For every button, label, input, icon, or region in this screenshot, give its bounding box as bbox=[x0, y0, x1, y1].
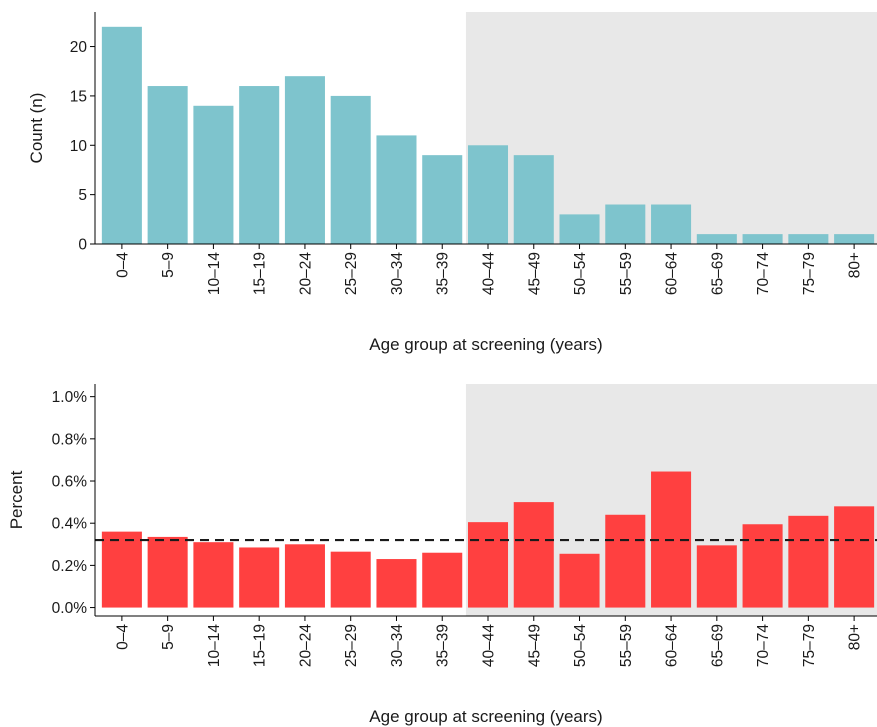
x-tick-label: 75–79 bbox=[801, 252, 818, 295]
bar-40-44 bbox=[467, 145, 509, 244]
x-tick-label: 45–49 bbox=[526, 624, 543, 667]
bar-0-4 bbox=[101, 26, 142, 245]
bar-5-9 bbox=[147, 536, 188, 608]
x-tick-label: 50–54 bbox=[572, 624, 589, 667]
y-tick-label: 0.2% bbox=[52, 558, 88, 575]
bar-50-54 bbox=[559, 553, 600, 608]
y-tick-label: 20 bbox=[70, 39, 88, 56]
x-tick-label: 5–9 bbox=[160, 252, 177, 278]
bar-80+ bbox=[834, 234, 875, 244]
x-tick-label: 0–4 bbox=[114, 252, 131, 278]
x-tick-label: 30–34 bbox=[389, 252, 406, 295]
bar-10-14 bbox=[193, 105, 234, 244]
x-tick-label: 80+ bbox=[847, 624, 864, 650]
percent-chart: 0.0% 0.2% 0.4% 0.6% 0.8% 1.0% 0–4 5–9 10–14 15–1… bbox=[7, 384, 877, 726]
y-tick-label: 0.6% bbox=[52, 474, 88, 491]
x-tick-label: 40–44 bbox=[481, 252, 498, 295]
y-tick-label: 0 bbox=[78, 237, 87, 254]
bar-20-24 bbox=[284, 544, 325, 608]
bar-25-29 bbox=[330, 551, 371, 608]
bar-0-4 bbox=[101, 531, 142, 608]
bar-65-69 bbox=[696, 545, 737, 608]
x-tick-label: 60–64 bbox=[664, 252, 681, 295]
bar-80+ bbox=[834, 506, 875, 608]
x-ticks: 0–4 5–9 10–14 15–19 20–24 25–29 30–34 35–39 40–4… bbox=[114, 244, 864, 295]
bar-30-34 bbox=[376, 135, 417, 244]
x-tick-label: 50–54 bbox=[572, 252, 589, 295]
y-tick-label: 1.0% bbox=[52, 389, 88, 406]
x-ticks: 0–4 5–9 10–14 15–19 20–24 25–29 30–34 35–39 40–4… bbox=[114, 616, 864, 667]
y-ticks: 0 5 10 15 20 bbox=[70, 39, 95, 254]
x-tick-label: 65–69 bbox=[709, 624, 726, 667]
bar-15-19 bbox=[239, 547, 280, 608]
x-tick-label: 10–14 bbox=[206, 624, 223, 667]
x-tick-label: 35–39 bbox=[435, 252, 452, 295]
bar-35-39 bbox=[422, 552, 463, 608]
x-tick-label: 55–59 bbox=[618, 252, 635, 295]
x-axis-title: Age group at screening (years) bbox=[369, 335, 602, 354]
x-tick-label: 25–29 bbox=[343, 624, 360, 667]
bar-30-34 bbox=[376, 559, 417, 608]
x-tick-label: 20–24 bbox=[297, 252, 314, 295]
x-axis-title: Age group at screening (years) bbox=[369, 707, 602, 726]
x-tick-label: 75–79 bbox=[801, 624, 818, 667]
bar-45-49 bbox=[513, 502, 554, 608]
y-tick-label: 15 bbox=[70, 88, 87, 105]
count-bars bbox=[101, 26, 875, 245]
y-tick-label: 0.0% bbox=[52, 600, 88, 617]
bar-45-49 bbox=[513, 155, 554, 244]
y-tick-label: 5 bbox=[78, 187, 87, 204]
bar-40-44 bbox=[467, 522, 509, 608]
x-tick-label: 65–69 bbox=[709, 252, 726, 295]
percent-bars bbox=[101, 471, 875, 608]
bar-50-54 bbox=[559, 214, 600, 244]
x-tick-label: 15–19 bbox=[252, 624, 269, 667]
x-tick-label: 35–39 bbox=[435, 624, 452, 667]
y-axis-title: Count (n) bbox=[27, 93, 46, 164]
bar-15-19 bbox=[239, 86, 280, 244]
bar-70-74 bbox=[742, 234, 783, 244]
x-tick-label: 5–9 bbox=[160, 624, 177, 650]
bar-55-59 bbox=[605, 204, 646, 244]
y-tick-label: 0.8% bbox=[52, 431, 88, 448]
x-tick-label: 10–14 bbox=[206, 252, 223, 295]
x-tick-label: 70–74 bbox=[755, 624, 772, 667]
bar-35-39 bbox=[422, 155, 463, 244]
x-tick-label: 30–34 bbox=[389, 624, 406, 667]
x-tick-label: 70–74 bbox=[755, 252, 772, 295]
bar-75-79 bbox=[788, 515, 829, 608]
count-chart: 0 5 10 15 20 0–4 5–9 10–14 15–19 20–24 25–29 30–34… bbox=[27, 12, 877, 354]
bar-65-69 bbox=[696, 234, 737, 244]
y-tick-label: 0.4% bbox=[52, 516, 88, 533]
bar-5-9 bbox=[147, 86, 188, 244]
x-tick-label: 25–29 bbox=[343, 252, 360, 295]
y-tick-label: 10 bbox=[70, 138, 88, 155]
bar-20-24 bbox=[284, 76, 325, 244]
x-tick-label: 45–49 bbox=[526, 252, 543, 295]
y-ticks: 0.0% 0.2% 0.4% 0.6% 0.8% 1.0% bbox=[52, 389, 95, 617]
bar-60-64 bbox=[651, 204, 692, 244]
bar-10-14 bbox=[193, 542, 234, 608]
bar-75-79 bbox=[788, 234, 829, 244]
y-axis-title: Percent bbox=[7, 470, 26, 529]
bar-25-29 bbox=[330, 95, 371, 245]
x-tick-label: 40–44 bbox=[481, 624, 498, 667]
x-tick-label: 0–4 bbox=[114, 624, 131, 650]
bar-55-59 bbox=[605, 514, 646, 608]
bar-70-74 bbox=[742, 524, 783, 608]
x-tick-label: 60–64 bbox=[664, 624, 681, 667]
x-tick-label: 15–19 bbox=[252, 252, 269, 295]
x-tick-label: 55–59 bbox=[618, 624, 635, 667]
x-tick-label: 80+ bbox=[847, 252, 864, 278]
x-tick-label: 20–24 bbox=[297, 624, 314, 667]
